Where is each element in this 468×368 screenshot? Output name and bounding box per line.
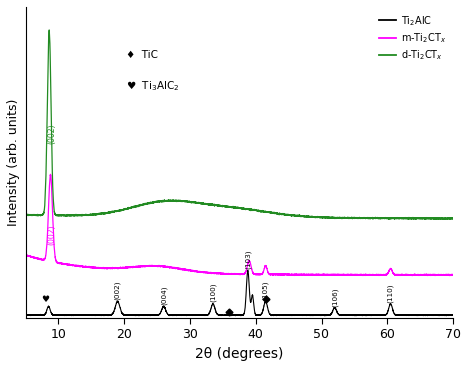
- Text: ♦  TiC: ♦ TiC: [126, 50, 158, 60]
- Y-axis label: Intensity (arb. units): Intensity (arb. units): [7, 99, 20, 226]
- Text: (002): (002): [48, 124, 57, 144]
- Text: (100): (100): [210, 283, 216, 302]
- Text: (002): (002): [47, 225, 56, 245]
- Text: ♥: ♥: [41, 295, 49, 304]
- Text: (002): (002): [114, 280, 121, 300]
- Text: (103): (103): [245, 250, 251, 269]
- Text: (004): (004): [161, 285, 167, 305]
- X-axis label: 2θ (degrees): 2θ (degrees): [195, 347, 284, 361]
- Text: (106): (106): [331, 287, 338, 307]
- Text: ♥  Ti$_3$AlC$_2$: ♥ Ti$_3$AlC$_2$: [126, 79, 179, 93]
- Text: (105): (105): [263, 280, 269, 300]
- Text: (110): (110): [388, 283, 394, 302]
- Legend: Ti$_2$AlC, m-Ti$_2$CT$_x$, d-Ti$_2$CT$_x$: Ti$_2$AlC, m-Ti$_2$CT$_x$, d-Ti$_2$CT$_x…: [377, 12, 448, 64]
